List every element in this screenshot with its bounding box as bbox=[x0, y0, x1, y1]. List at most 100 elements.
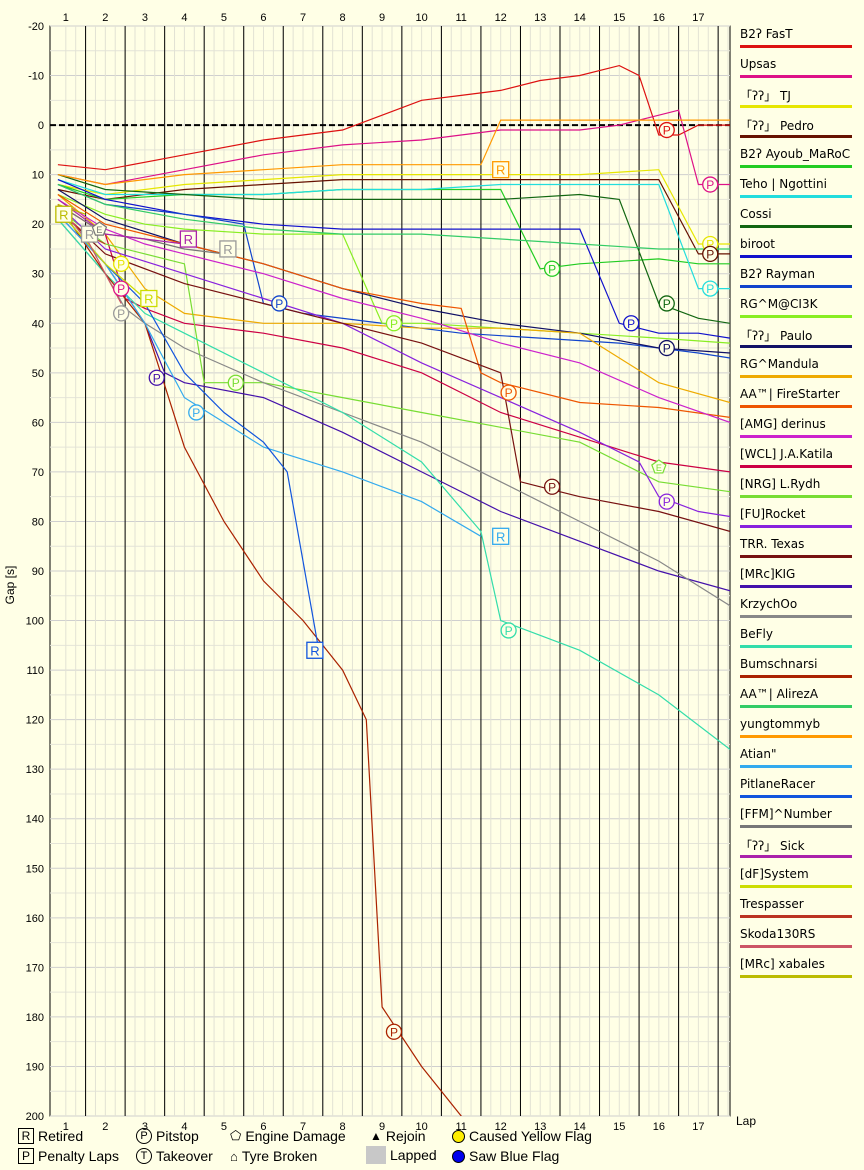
penalty-icon: P bbox=[18, 1148, 34, 1164]
legend-item: 「ʔʔ」 Pedro bbox=[738, 115, 858, 145]
engine-damage-marker bbox=[651, 459, 667, 474]
y-tick-label: 170 bbox=[26, 962, 44, 974]
y-tick-label: 180 bbox=[26, 1012, 44, 1024]
retired-icon: R bbox=[18, 1128, 34, 1144]
x-tick-label-bottom: 15 bbox=[613, 1121, 625, 1133]
x-tick-label-top: 4 bbox=[181, 12, 187, 24]
legend-item-label: Trespasser bbox=[740, 897, 804, 911]
legend-item: biroot bbox=[738, 235, 858, 265]
legend-swatch bbox=[740, 615, 852, 618]
legend-item-label: Teho | Ngottini bbox=[740, 177, 827, 191]
series-line bbox=[57, 169, 730, 245]
y-tick-label: 50 bbox=[32, 368, 44, 380]
legend-swatch bbox=[740, 915, 852, 918]
key-rejoin-label: Rejoin bbox=[385, 1128, 426, 1144]
pitstop-marker bbox=[113, 255, 130, 272]
yellow-flag-icon bbox=[452, 1129, 465, 1143]
series-line bbox=[57, 109, 730, 186]
y-tick-label: 150 bbox=[26, 863, 44, 875]
y-tick-label: 0 bbox=[38, 120, 44, 132]
pitstop-marker bbox=[658, 295, 675, 312]
series-line bbox=[57, 218, 730, 750]
pitstop-marker-label: P bbox=[390, 317, 398, 331]
pitstop-marker-label: P bbox=[505, 386, 513, 400]
key-blue-label: Saw Blue Flag bbox=[469, 1148, 560, 1164]
x-tick-label-bottom: 9 bbox=[379, 1121, 385, 1133]
legend-swatch bbox=[740, 135, 852, 138]
legend-item-label: [AMG] derinus bbox=[740, 417, 826, 431]
series-line bbox=[57, 193, 730, 344]
series-line bbox=[57, 198, 185, 245]
pitstop-marker bbox=[658, 339, 675, 357]
key-retired-label: Retired bbox=[38, 1128, 84, 1144]
legend-swatch bbox=[740, 765, 852, 768]
x-tick-label-top: 6 bbox=[260, 12, 266, 24]
pitstop-marker bbox=[500, 622, 517, 639]
legend-item-label: B2ʔ FasT bbox=[740, 27, 793, 41]
pitstop-marker-label: P bbox=[663, 495, 671, 509]
legend-item-label: B2ʔ Ayoub_MaRoC bbox=[740, 147, 851, 161]
legend-item: [dF]System bbox=[738, 865, 858, 895]
pitstop-marker-label: P bbox=[232, 376, 240, 390]
legend-item-label: [FU]Rocket bbox=[740, 507, 806, 521]
series-line bbox=[57, 119, 730, 186]
legend-item: RG^Mandula bbox=[738, 355, 858, 385]
series-line bbox=[57, 183, 730, 270]
series-line bbox=[57, 183, 730, 250]
y-tick-label: 20 bbox=[32, 219, 44, 231]
pitstop-marker-label: P bbox=[275, 297, 283, 311]
legend-item: [FFM]^Number bbox=[738, 805, 858, 835]
legend-item: B2ʔ Rayman bbox=[738, 265, 858, 295]
y-tick-label: 200 bbox=[26, 1111, 44, 1123]
pitstop-marker-label: P bbox=[117, 307, 125, 321]
engine-damage-icon: ⬠ bbox=[230, 1128, 242, 1143]
x-tick-label-bottom: 4 bbox=[181, 1121, 187, 1133]
engine-damage-marker-label: E bbox=[96, 225, 102, 235]
pitstop-marker bbox=[623, 315, 640, 332]
x-tick-label-top: 8 bbox=[339, 12, 345, 24]
legend-item: KrzychOo bbox=[738, 595, 858, 625]
x-axis-label: Lap bbox=[736, 1114, 756, 1128]
retired-marker-label: R bbox=[144, 292, 153, 307]
legend-item: [MRc] xabales bbox=[738, 955, 858, 985]
legend-swatch bbox=[740, 555, 852, 558]
legend-item-label: [dF]System bbox=[740, 867, 809, 881]
legend-item: BeFly bbox=[738, 625, 858, 655]
legend-item: [AMG] derinus bbox=[738, 415, 858, 445]
series-line bbox=[57, 198, 730, 423]
x-tick-label-bottom: 10 bbox=[416, 1121, 428, 1133]
key-retired: R Retired bbox=[18, 1128, 83, 1144]
pitstop-marker bbox=[702, 280, 719, 297]
pitstop-marker-label: P bbox=[192, 406, 200, 420]
x-tick-label-top: 3 bbox=[142, 12, 148, 24]
pitstop-marker bbox=[658, 493, 675, 510]
series-lines bbox=[57, 64, 730, 1116]
pitstop-marker-label: P bbox=[153, 371, 161, 385]
pitstop-marker-label: P bbox=[663, 124, 671, 138]
retired-marker bbox=[219, 240, 237, 258]
legend-swatch bbox=[740, 75, 852, 78]
lapped-icon bbox=[366, 1146, 386, 1164]
x-tick-label-bottom: 13 bbox=[534, 1121, 546, 1133]
legend-swatch bbox=[740, 225, 852, 228]
legend-swatch bbox=[740, 375, 852, 378]
series-line bbox=[57, 188, 730, 354]
y-tick-label: 10 bbox=[32, 170, 44, 182]
legend-item: Atian" bbox=[738, 745, 858, 775]
retired-marker-label: R bbox=[184, 232, 193, 247]
x-tick-label-top: 10 bbox=[416, 12, 428, 24]
x-tick-label-top: 5 bbox=[221, 12, 227, 24]
legend-item: Upsas bbox=[738, 55, 858, 85]
legend-item: AA™| AlirezA bbox=[738, 685, 858, 715]
legend-swatch bbox=[740, 495, 852, 498]
legend-item-label: [MRc] xabales bbox=[740, 957, 825, 971]
key-engine-label: Engine Damage bbox=[245, 1128, 346, 1144]
legend-item: 「ʔʔ」 Paulo bbox=[738, 325, 858, 355]
legend-item-label: [MRc]KIG bbox=[740, 567, 796, 581]
pitstop-marker bbox=[702, 245, 719, 263]
y-tick-label: 130 bbox=[26, 764, 44, 776]
key-pitstop-label: Pitstop bbox=[156, 1128, 199, 1144]
legend-item-label: TRR. Texas bbox=[740, 537, 805, 551]
legend-item-label: [FFM]^Number bbox=[740, 807, 832, 821]
